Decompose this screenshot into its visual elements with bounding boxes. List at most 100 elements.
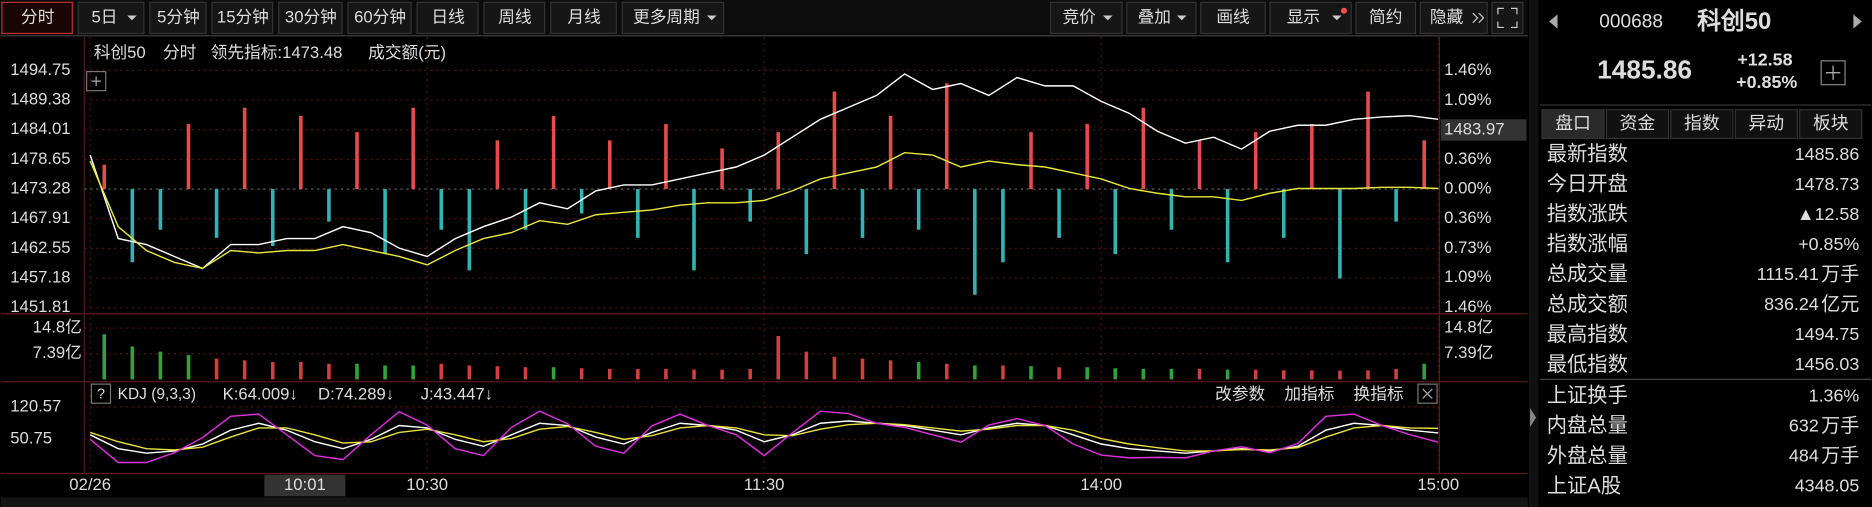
toolbar-label: 周线 bbox=[498, 7, 532, 26]
legend-entry: 领先指标:1473.48 bbox=[211, 43, 343, 62]
legend-entry: J:43.447↓ bbox=[421, 384, 493, 403]
volume-bar bbox=[1057, 367, 1061, 380]
indicator-action[interactable]: 改参数 bbox=[1215, 384, 1265, 403]
row-label: 最新指数 bbox=[1547, 142, 1628, 165]
tab[interactable] bbox=[1670, 109, 1734, 139]
breadth-bar bbox=[186, 124, 191, 190]
fullscreen-button[interactable] bbox=[1491, 1, 1524, 34]
row-unit: 万手 bbox=[1821, 415, 1859, 437]
breadth-bar bbox=[158, 189, 163, 230]
volume-bar bbox=[832, 356, 837, 380]
toolbar-button[interactable] bbox=[1200, 1, 1266, 34]
row-value: 1456.03 bbox=[1795, 354, 1860, 374]
toolbar-button[interactable] bbox=[1, 1, 73, 34]
y-tick-label: 1473.28 bbox=[10, 178, 70, 197]
y-tick-label: 1451.81 bbox=[10, 297, 70, 316]
breadth-bar bbox=[664, 124, 668, 190]
y-tick-label: 1484.01 bbox=[10, 119, 70, 138]
last-price: 1485.86 bbox=[1597, 55, 1692, 85]
tab[interactable] bbox=[1799, 109, 1863, 139]
change-pct: +0.85% bbox=[1736, 72, 1797, 92]
indicator-action[interactable]: 加指标 bbox=[1284, 384, 1334, 403]
breadth-bar bbox=[411, 107, 415, 190]
volume-bar bbox=[1029, 366, 1033, 380]
volume-bar bbox=[1169, 368, 1174, 380]
row-label: 总成交额 bbox=[1547, 293, 1628, 316]
volume-bar bbox=[495, 366, 500, 380]
volume-bar bbox=[1225, 369, 1230, 380]
toolbar-button[interactable] bbox=[483, 1, 546, 34]
add-watch[interactable] bbox=[1820, 60, 1846, 86]
breadth-bar bbox=[327, 189, 331, 222]
y-tick-label: 1489.38 bbox=[10, 89, 70, 108]
indicator-action[interactable]: 换指标 bbox=[1354, 384, 1404, 403]
breadth-bar bbox=[916, 189, 921, 230]
help-button[interactable] bbox=[90, 383, 112, 404]
row-value: +0.85% bbox=[1798, 234, 1859, 254]
toolbar-button[interactable] bbox=[149, 1, 207, 34]
toolbar-button[interactable] bbox=[1126, 1, 1197, 34]
toolbar-label: 60分钟 bbox=[354, 7, 406, 26]
toolbar-button[interactable] bbox=[211, 1, 274, 34]
toolbar-button[interactable] bbox=[77, 1, 145, 34]
toolbar-label: 15分钟 bbox=[217, 7, 269, 26]
breadth-bar bbox=[1225, 189, 1230, 263]
volume-bar bbox=[748, 368, 752, 380]
kdj-title: KDJ (9,3,3) bbox=[118, 386, 196, 403]
splitter[interactable] bbox=[1528, 0, 1539, 507]
series-line bbox=[89, 151, 1439, 270]
toolbar-button[interactable] bbox=[278, 1, 343, 34]
close-button[interactable] bbox=[1417, 383, 1438, 404]
volume-bar bbox=[692, 369, 696, 380]
stock-name: 科创50 bbox=[1697, 8, 1771, 35]
caret-icon bbox=[1176, 15, 1187, 21]
x-tick-label: 11:30 bbox=[744, 475, 785, 494]
volume-bar bbox=[270, 362, 275, 380]
tab[interactable] bbox=[1541, 109, 1605, 139]
volume-bar bbox=[383, 365, 387, 380]
toolbar-button[interactable] bbox=[1419, 1, 1488, 34]
add-button[interactable] bbox=[86, 70, 107, 92]
tab[interactable] bbox=[1734, 109, 1798, 139]
row-value: ▲12.58 bbox=[1797, 204, 1859, 224]
row-value: 1485.86 bbox=[1795, 144, 1860, 164]
toolbar-button[interactable] bbox=[550, 1, 617, 34]
breadth-bar bbox=[607, 140, 612, 190]
volume-bar bbox=[327, 363, 331, 380]
breadth-bar bbox=[636, 189, 640, 238]
volume-bar bbox=[1422, 363, 1426, 380]
next-arrow[interactable] bbox=[1853, 14, 1862, 29]
breadth-bar bbox=[1310, 124, 1314, 190]
toolbar-button[interactable] bbox=[416, 1, 479, 34]
toolbar-label: 分时 bbox=[21, 7, 55, 26]
volume-bar bbox=[439, 363, 444, 380]
breadth-bar bbox=[1113, 189, 1118, 255]
toolbar-button[interactable] bbox=[621, 1, 725, 34]
tab-label: 异动 bbox=[1748, 113, 1784, 133]
y2-tick-label: 14.8亿 bbox=[1444, 317, 1493, 336]
breadth-bar bbox=[1366, 91, 1370, 190]
plus-icon bbox=[1825, 65, 1841, 80]
volume-bar bbox=[1197, 368, 1202, 380]
prev-arrow[interactable] bbox=[1549, 14, 1558, 29]
tab[interactable] bbox=[1605, 109, 1670, 139]
toolbar-button[interactable] bbox=[347, 1, 412, 34]
notice-dot bbox=[1341, 7, 1347, 14]
help-icon: ? bbox=[97, 387, 105, 403]
breadth-bar bbox=[832, 91, 837, 190]
fullscreen-icon bbox=[1497, 7, 1518, 29]
y2-tick-label: 0.73% bbox=[1444, 238, 1491, 257]
scrollbar[interactable] bbox=[0, 497, 1528, 507]
breadth-bar bbox=[439, 189, 444, 230]
volume-bar bbox=[299, 362, 303, 380]
breadth-bar bbox=[242, 107, 247, 190]
breadth-bar bbox=[1197, 140, 1202, 190]
breadth-bar bbox=[1029, 132, 1033, 190]
toolbar-button[interactable] bbox=[1355, 1, 1417, 34]
toolbar-label: 30分钟 bbox=[285, 7, 337, 26]
volume-bar bbox=[102, 334, 107, 380]
y-tick-label: 14.8亿 bbox=[33, 317, 82, 336]
volume-bar bbox=[1310, 370, 1314, 380]
row-label: 总成交量 bbox=[1547, 263, 1628, 286]
breadth-bar bbox=[804, 189, 809, 255]
